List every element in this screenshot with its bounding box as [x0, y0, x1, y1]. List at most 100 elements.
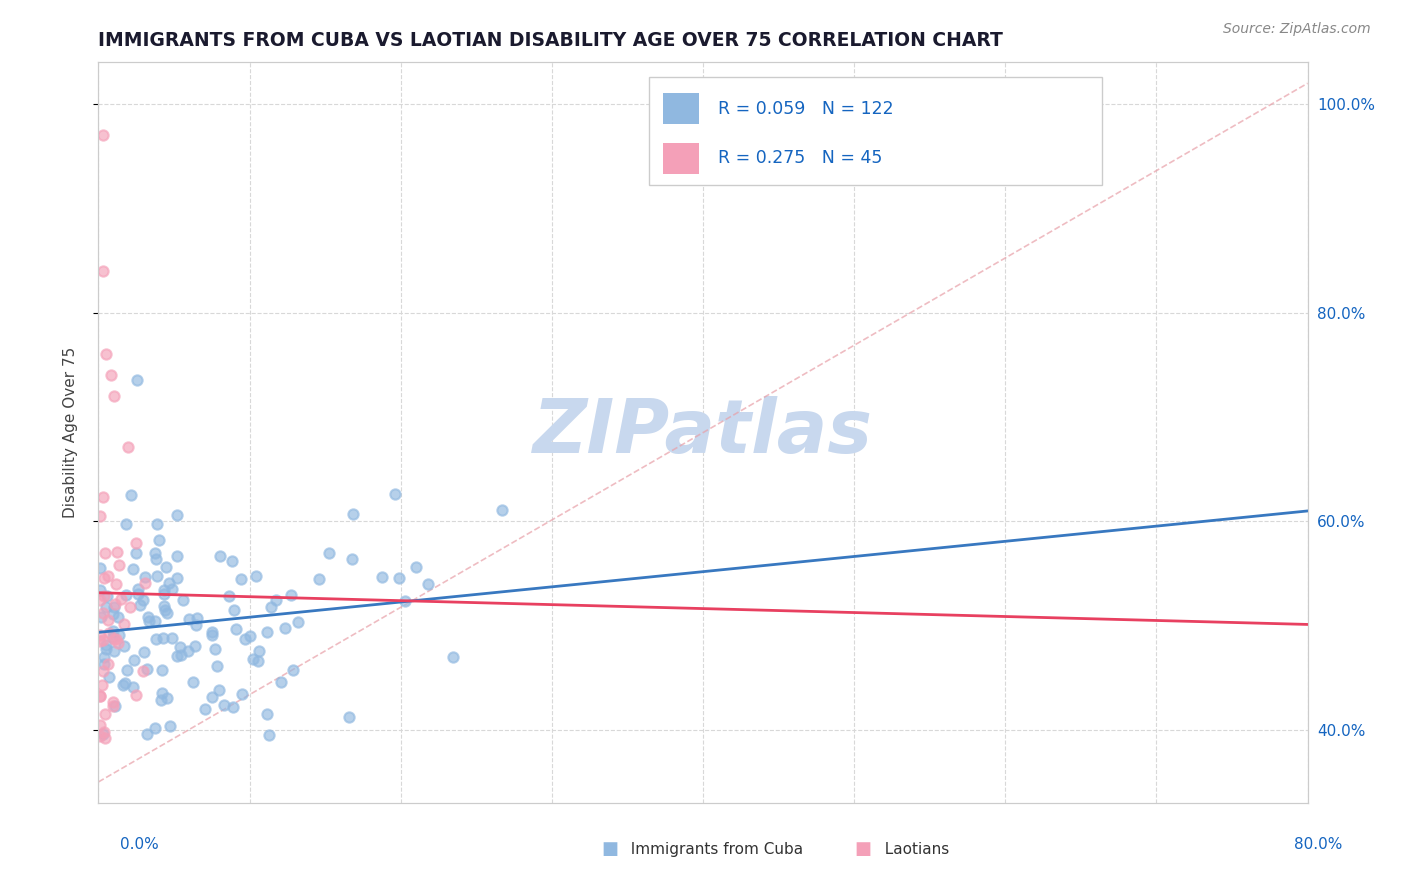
Laotians	[104, 632, 127, 647]
Bar	[648, 78, 1102, 185]
Immigrants from Cuba	[231, 572, 253, 586]
Immigrants from Cuba	[143, 721, 166, 735]
Immigrants from Cuba	[166, 571, 188, 585]
Immigrants from Cuba	[160, 631, 183, 645]
Immigrants from Cuba	[184, 639, 207, 653]
Laotians	[100, 368, 122, 383]
Laotians	[118, 600, 141, 615]
Immigrants from Cuba	[172, 593, 194, 607]
Immigrants from Cuba	[283, 664, 305, 678]
Immigrants from Cuba	[170, 648, 193, 662]
Immigrants from Cuba	[108, 627, 131, 641]
Immigrants from Cuba	[134, 570, 156, 584]
Immigrants from Cuba	[146, 516, 169, 531]
Immigrants from Cuba	[256, 706, 278, 721]
Laotians	[89, 508, 111, 523]
Immigrants from Cuba	[96, 589, 118, 603]
Immigrants from Cuba	[208, 683, 231, 698]
Immigrants from Cuba	[134, 645, 156, 659]
Immigrants from Cuba	[274, 621, 297, 635]
Text: Source: ZipAtlas.com: Source: ZipAtlas.com	[1223, 22, 1371, 37]
Laotians	[91, 678, 114, 692]
Laotians	[89, 729, 111, 743]
Immigrants from Cuba	[125, 546, 148, 560]
Immigrants from Cuba	[441, 650, 464, 665]
Laotians	[103, 389, 125, 403]
Immigrants from Cuba	[280, 588, 302, 602]
Immigrants from Cuba	[177, 612, 200, 626]
Immigrants from Cuba	[156, 606, 179, 620]
Laotians	[110, 591, 132, 606]
Immigrants from Cuba	[207, 658, 229, 673]
Laotians	[96, 657, 118, 671]
Immigrants from Cuba	[152, 631, 174, 645]
Laotians	[89, 690, 111, 704]
Laotians	[91, 606, 114, 620]
Immigrants from Cuba	[337, 710, 360, 724]
Laotians	[89, 634, 111, 648]
Immigrants from Cuba	[177, 644, 200, 658]
Text: ■: ■	[602, 840, 619, 858]
Immigrants from Cuba	[218, 589, 240, 603]
Immigrants from Cuba	[93, 649, 115, 664]
Laotians	[103, 694, 125, 708]
Immigrants from Cuba	[153, 602, 176, 616]
Immigrants from Cuba	[150, 663, 173, 677]
Immigrants from Cuba	[257, 728, 280, 742]
Immigrants from Cuba	[260, 599, 283, 614]
Immigrants from Cuba	[103, 624, 125, 639]
Immigrants from Cuba	[270, 675, 292, 690]
Immigrants from Cuba	[91, 726, 114, 740]
Immigrants from Cuba	[256, 625, 278, 640]
Laotians	[117, 440, 139, 454]
Text: ZIPatlas: ZIPatlas	[533, 396, 873, 469]
Immigrants from Cuba	[245, 569, 267, 583]
Immigrants from Cuba	[114, 675, 136, 690]
Immigrants from Cuba	[132, 593, 155, 607]
Immigrants from Cuba	[157, 576, 180, 591]
Immigrants from Cuba	[287, 615, 309, 629]
Immigrants from Cuba	[225, 622, 247, 636]
Immigrants from Cuba	[246, 654, 269, 668]
Laotians	[125, 536, 148, 550]
Laotians	[94, 546, 117, 560]
Immigrants from Cuba	[150, 693, 173, 707]
Immigrants from Cuba	[201, 625, 224, 640]
Immigrants from Cuba	[145, 552, 167, 566]
Immigrants from Cuba	[112, 639, 135, 653]
Immigrants from Cuba	[394, 594, 416, 608]
Text: 0.0%: 0.0%	[120, 837, 159, 852]
Immigrants from Cuba	[101, 607, 124, 621]
Laotians	[89, 717, 111, 731]
Immigrants from Cuba	[159, 719, 181, 733]
Immigrants from Cuba	[104, 699, 127, 714]
Immigrants from Cuba	[111, 678, 134, 692]
Laotians	[108, 558, 131, 572]
Immigrants from Cuba	[405, 560, 427, 574]
Laotians	[91, 664, 114, 678]
Immigrants from Cuba	[208, 549, 231, 563]
Immigrants from Cuba	[160, 582, 183, 596]
Laotians	[97, 613, 120, 627]
Immigrants from Cuba	[224, 603, 246, 617]
Laotians	[94, 731, 117, 745]
Immigrants from Cuba	[143, 546, 166, 560]
Immigrants from Cuba	[148, 533, 170, 548]
Immigrants from Cuba	[183, 674, 205, 689]
Immigrants from Cuba	[93, 657, 115, 671]
Immigrants from Cuba	[416, 577, 439, 591]
Immigrants from Cuba	[153, 582, 176, 597]
Immigrants from Cuba	[127, 374, 149, 388]
Immigrants from Cuba	[388, 571, 411, 585]
Immigrants from Cuba	[97, 670, 120, 684]
Laotians	[91, 128, 114, 143]
Text: 80.0%: 80.0%	[1295, 837, 1343, 852]
Immigrants from Cuba	[247, 643, 270, 657]
Immigrants from Cuba	[384, 487, 406, 501]
Bar	[664, 94, 699, 125]
Immigrants from Cuba	[90, 609, 112, 624]
Immigrants from Cuba	[186, 611, 208, 625]
Immigrants from Cuba	[103, 644, 125, 658]
Laotians	[91, 632, 114, 647]
Immigrants from Cuba	[94, 641, 117, 656]
